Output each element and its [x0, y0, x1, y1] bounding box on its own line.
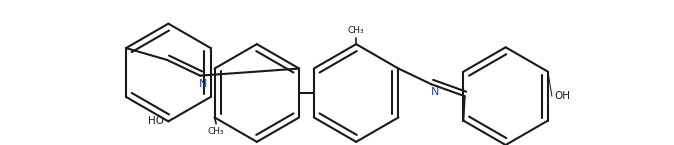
- Text: N: N: [199, 79, 208, 89]
- Text: N: N: [431, 87, 439, 97]
- Text: HO: HO: [148, 116, 164, 126]
- Text: OH: OH: [554, 91, 570, 101]
- Text: CH₃: CH₃: [348, 26, 365, 35]
- Text: CH₃: CH₃: [208, 127, 224, 136]
